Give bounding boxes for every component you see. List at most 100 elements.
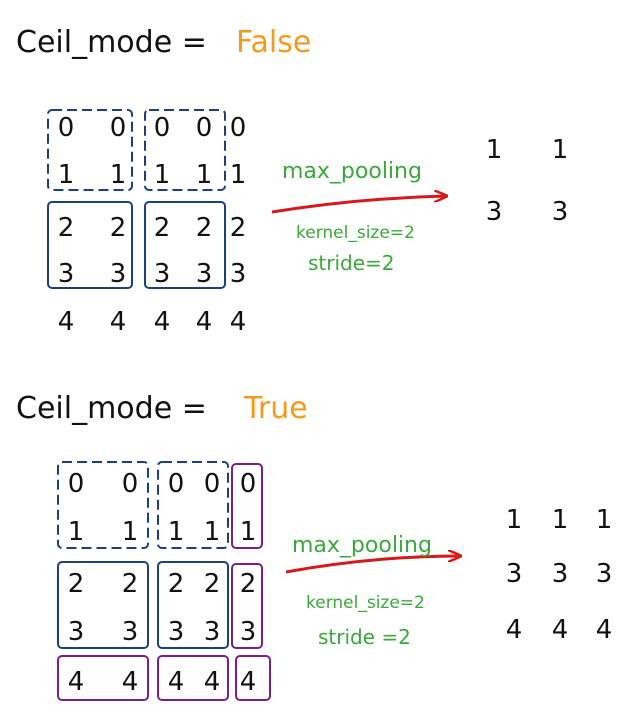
input-cell: 2: [204, 569, 221, 599]
output-cell: 1: [552, 505, 569, 535]
input-cell: 3: [110, 259, 127, 289]
input-cell: 2: [68, 569, 85, 599]
input-cell: 3: [154, 259, 171, 289]
arrow-false: max_pooling kernel_size=2 stride=2: [271, 159, 446, 275]
input-cell: 1: [68, 517, 85, 547]
window-bottom-left: [47, 201, 133, 289]
input-cell: 1: [240, 517, 257, 547]
input-cell: 4: [154, 307, 171, 337]
partial-window-bottom-middle: [157, 655, 229, 701]
partial-window-top-right: [231, 463, 263, 549]
window-middle-left: [57, 561, 149, 649]
arrow-true: max_pooling kernel_size=2 stride =2: [285, 533, 460, 649]
input-cell: 0: [240, 469, 257, 499]
input-cell: 4: [240, 667, 257, 697]
input-cell: 1: [122, 517, 139, 547]
partial-window-bottom-left: [57, 655, 149, 701]
arrow-label: max_pooling: [292, 533, 432, 558]
input-cell: 4: [122, 667, 139, 697]
ceil-false-label: Ceil_mode =: [16, 25, 207, 60]
input-cell: 0: [58, 113, 75, 143]
input-cell: 4: [230, 307, 247, 337]
ceil-false-value: False: [236, 25, 311, 60]
input-cell: 4: [58, 307, 75, 337]
input-cell: 1: [204, 517, 221, 547]
output-cell: 3: [552, 559, 569, 589]
arrow-label: max_pooling: [282, 159, 422, 184]
input-cell: 0: [68, 469, 85, 499]
input-cell: 0: [122, 469, 139, 499]
output-cell: 1: [486, 135, 503, 165]
input-cell: 2: [230, 213, 247, 243]
output-cell: 1: [506, 505, 523, 535]
kernel-size-text: kernel_size=2: [306, 593, 425, 613]
output-grid-true: 1 1 13 3 34 4 4: [506, 505, 613, 645]
ceil-true-value: True: [243, 391, 308, 426]
input-cell: 1: [196, 160, 213, 190]
input-cell: 3: [168, 617, 185, 647]
kernel-size-text: kernel_size=2: [296, 223, 415, 243]
input-cell: 2: [58, 213, 75, 243]
output-cell: 3: [596, 559, 613, 589]
input-cell: 3: [230, 259, 247, 289]
partial-windows-true: [57, 463, 271, 701]
window-top-left: [57, 461, 149, 549]
input-cell: 0: [168, 469, 185, 499]
partial-window-bottom-right: [235, 655, 271, 701]
input-cell: 3: [68, 617, 85, 647]
window-top-middle: [157, 461, 229, 549]
input-cell: 2: [122, 569, 139, 599]
window-top-left: [47, 109, 133, 191]
input-cell: 1: [230, 160, 247, 190]
window-bottom-right: [144, 201, 226, 289]
output-cell: 3: [486, 197, 503, 227]
output-cell: 3: [506, 559, 523, 589]
input-cell: 2: [154, 213, 171, 243]
output-grid-false: 1 1 3 3: [486, 135, 569, 227]
input-cell: 1: [110, 160, 127, 190]
pooling-windows-true: [57, 461, 229, 649]
output-cell: 3: [552, 197, 569, 227]
pooling-windows-false: [47, 109, 226, 289]
pooling-arrow: [285, 556, 460, 574]
input-cell: 3: [58, 259, 75, 289]
window-middle-middle: [157, 561, 229, 649]
output-cell: 4: [596, 615, 613, 645]
input-cell: 0: [110, 113, 127, 143]
input-cell: 3: [122, 617, 139, 647]
input-cell: 2: [196, 213, 213, 243]
input-cell: 1: [58, 160, 75, 190]
input-cell: 0: [154, 113, 171, 143]
output-cell: 4: [506, 615, 523, 645]
output-cell: 1: [596, 505, 613, 535]
input-cell: 1: [168, 517, 185, 547]
output-cell: 4: [552, 615, 569, 645]
input-cell: 4: [168, 667, 185, 697]
input-cell: 4: [68, 667, 85, 697]
input-grid-true: 0 0 0 0 01 1 1 1 12 2 2 2 23 3 3 3 34 4 4 4 4: [68, 469, 257, 697]
input-cell: 3: [196, 259, 213, 289]
input-cell: 0: [196, 113, 213, 143]
section-ceil-true: Ceil_mode = True 0 0 0 0 01 1 1 1 12 2 2 2 23 3 3 3 34 4 4…: [16, 391, 613, 701]
input-cell: 1: [154, 160, 171, 190]
input-cell: 2: [240, 569, 257, 599]
partial-window-middle-right: [231, 563, 263, 649]
input-cell: 0: [204, 469, 221, 499]
input-cell: 4: [204, 667, 221, 697]
window-top-right: [144, 109, 226, 191]
stride-text: stride=2: [308, 251, 395, 275]
output-cell: 1: [552, 135, 569, 165]
stride-text: stride =2: [318, 625, 411, 649]
input-cell: 4: [110, 307, 127, 337]
input-grid-false: 0 0 0 0 01 1 1 1 12 2 2 2 23 3 3 3 34 4 4 4 4: [58, 113, 247, 337]
input-cell: 3: [204, 617, 221, 647]
section-ceil-false: Ceil_mode = False 0 0 0 0 01 1 1 1 12 2 2 2 23 3 3 3 34 4…: [16, 25, 568, 337]
input-cell: 2: [168, 569, 185, 599]
input-cell: 4: [196, 307, 213, 337]
input-cell: 2: [110, 213, 127, 243]
input-cell: 0: [230, 113, 247, 143]
pooling-arrow: [271, 196, 446, 214]
input-cell: 3: [240, 617, 257, 647]
ceil-true-label: Ceil_mode =: [16, 391, 207, 426]
